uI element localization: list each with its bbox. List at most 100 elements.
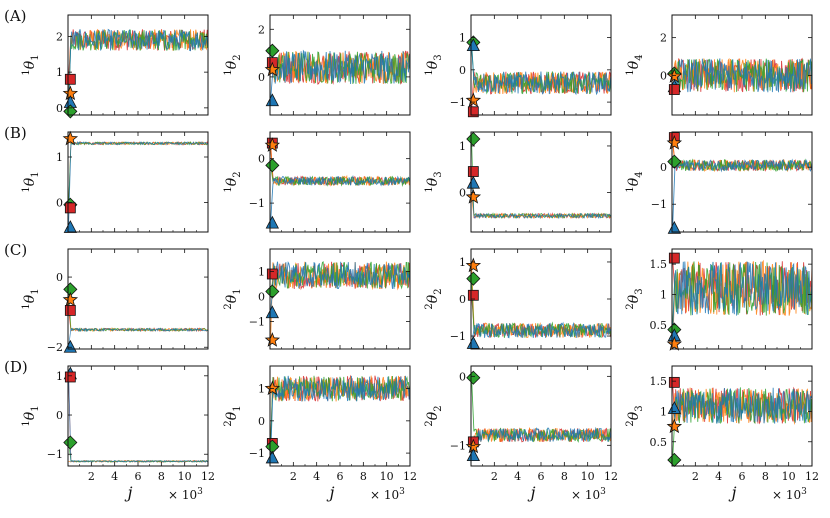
initial-square-marker: [668, 84, 680, 95]
initial-triangle-marker: [265, 215, 279, 229]
initial-star-marker: [62, 130, 79, 146]
initial-diamond-marker: [667, 154, 682, 169]
panel-frame: [470, 14, 612, 116]
x-tick-label: 12: [403, 470, 417, 483]
initial-star-marker: [264, 332, 281, 347]
y-tick-label: 1: [258, 266, 265, 279]
panel-frame: [67, 14, 209, 116]
chain-trace: [471, 171, 611, 220]
panel-frame: [671, 131, 813, 233]
y-tick-label: 1: [459, 140, 466, 153]
initial-triangle-marker: [466, 38, 480, 52]
chain-trace: [270, 49, 410, 101]
y-tick-label: 0: [56, 271, 63, 284]
y-tick-label: −1: [450, 439, 466, 452]
initial-diamond-marker: [265, 158, 280, 173]
initial-square-marker: [64, 305, 76, 316]
x-tick-label: 2: [88, 470, 95, 483]
chain-trace: [672, 158, 812, 229]
panel-3-3: 2 4 6 8 10 12 0.5 1 1.5 2θ3 j × 103: [625, 365, 819, 502]
x-multiplier: × 103: [168, 487, 203, 502]
y-tick-label: 0: [258, 291, 265, 304]
chain-trace: [68, 141, 208, 228]
initial-star-marker: [666, 134, 683, 150]
row-label: (D): [4, 358, 28, 376]
panel-1-1: −1 0 1θ2: [223, 131, 411, 233]
row-label: (C): [4, 241, 27, 259]
initial-star-marker: [465, 189, 482, 204]
y-axis-label: 1θ4: [625, 171, 645, 192]
y-tick-label: 1: [56, 66, 63, 79]
y-tick-label: 1: [258, 383, 265, 396]
y-tick-label: 1: [56, 370, 63, 383]
chain-trace: [672, 58, 812, 93]
initial-diamond-marker: [265, 43, 280, 58]
x-tick-label: 8: [762, 470, 769, 483]
panel-1-0: 0 1 1θ1: [21, 130, 209, 233]
x-tick-label: 12: [201, 470, 215, 483]
panel-2-0: −2 0 1θ1: [21, 248, 209, 354]
initial-diamond-marker: [63, 435, 78, 450]
y-tick-label: 0: [258, 415, 265, 428]
chain-trace: [672, 261, 812, 336]
y-axis-label: 2θ3: [625, 405, 645, 426]
chain-trace: [68, 299, 208, 333]
y-axis-label: 1θ3: [424, 171, 444, 192]
initial-square-marker: [64, 371, 76, 383]
initial-square-marker: [668, 252, 680, 264]
y-axis-label: 2θ2: [424, 288, 444, 309]
row-label: (B): [4, 124, 27, 142]
initial-triangle-marker: [63, 339, 77, 353]
y-tick-label: −1: [450, 330, 466, 343]
initial-triangle-marker: [466, 336, 480, 349]
panel-frame: [67, 365, 209, 467]
y-tick-label: 1: [56, 151, 63, 164]
chain-trace: [471, 183, 611, 220]
y-axis-label: 2θ1: [223, 288, 243, 309]
chain-trace: [68, 141, 208, 208]
y-axis-label: 1θ1: [21, 171, 41, 192]
panel-3-0: 2 4 6 8 10 12 −1 0 1 1θ1 j × 103: [21, 365, 215, 502]
y-tick-label: 2: [660, 32, 667, 45]
y-tick-label: −1: [249, 197, 265, 210]
chain-trace: [68, 376, 208, 463]
chain-trace: [68, 289, 208, 333]
panel-frame: [67, 131, 209, 233]
chain-trace: [471, 197, 611, 220]
y-tick-label: 0: [56, 196, 63, 209]
initial-star-marker: [264, 61, 281, 77]
y-axis-label: 1θ1: [21, 54, 41, 75]
x-tick-label: 12: [805, 470, 819, 483]
x-tick-label: 10: [581, 470, 595, 483]
chain-trace: [68, 442, 208, 463]
panel-1-3: −1 0 1θ4: [625, 131, 813, 234]
y-tick-label: 0: [660, 161, 667, 174]
panel-3-2: 2 4 6 8 10 12 −1 0 2θ2 j × 103: [424, 365, 618, 502]
panel-0-2: −1 0 1 1θ3: [424, 14, 612, 118]
y-tick-label: 0: [459, 293, 466, 306]
panel-2-2: −1 0 1 2θ2: [424, 248, 612, 350]
initial-triangle-marker: [667, 220, 681, 234]
chain-trace: [68, 327, 208, 348]
y-tick-label: 0: [459, 370, 466, 383]
initial-triangle-marker: [265, 305, 279, 319]
panel-2-1: −1 0 1 2θ1: [223, 248, 411, 350]
y-axis-label: 1θ4: [625, 54, 645, 75]
y-axis-label: 1θ2: [223, 171, 243, 192]
chain-trace: [270, 175, 410, 224]
y-tick-label: 0.5: [650, 319, 668, 332]
y-tick-label: 2: [258, 23, 265, 36]
initial-diamond-marker: [466, 370, 481, 385]
initial-square-marker: [64, 73, 76, 85]
y-tick-label: 0: [56, 409, 63, 422]
chain-trace: [471, 138, 611, 220]
x-tick-label: 4: [313, 470, 320, 483]
chain-trace: [471, 426, 611, 456]
initial-star-marker: [62, 291, 79, 307]
initial-square-marker: [64, 202, 76, 214]
x-tick-label: 10: [782, 470, 796, 483]
y-tick-label: −1: [249, 316, 265, 329]
row-label: (A): [4, 7, 27, 25]
initial-triangle-marker: [667, 401, 681, 414]
panel-frame: [470, 365, 612, 467]
